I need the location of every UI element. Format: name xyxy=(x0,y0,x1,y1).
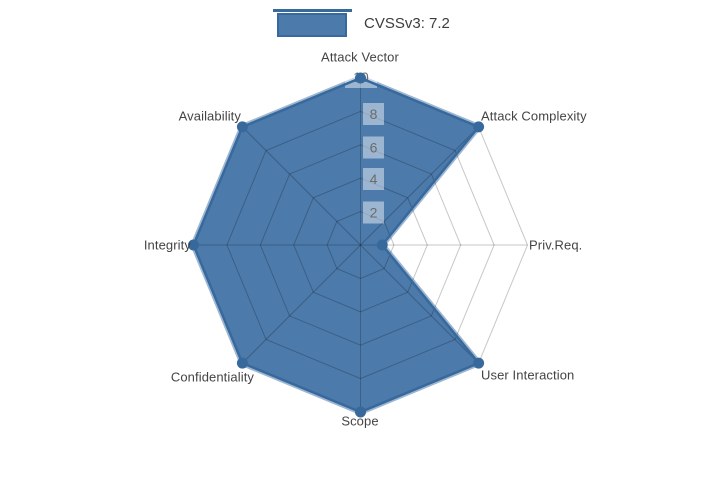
axis-label-integrity: Integrity xyxy=(143,237,191,253)
radar-vertex-marker xyxy=(355,406,366,418)
grid-spoke xyxy=(360,244,479,364)
radial-tick-8: 8 xyxy=(363,103,384,125)
radar-vertex-marker xyxy=(473,121,485,133)
grid-ring xyxy=(326,211,395,279)
radar-vertex-marker xyxy=(188,239,199,251)
axis-label-confidentiality: Confidentiality xyxy=(170,369,254,385)
radial-tick-label: 4 xyxy=(370,171,378,187)
grid-ring xyxy=(226,110,495,380)
tick-bg xyxy=(363,103,384,125)
axis-label-scope: Scope xyxy=(341,413,379,429)
radial-tick-6: 6 xyxy=(363,136,384,159)
axis-label-attack-vector: Attack Vector xyxy=(321,49,399,65)
legend-swatch[interactable] xyxy=(277,13,347,37)
tick-bg xyxy=(363,168,384,190)
radial-tick-label: 6 xyxy=(370,140,378,156)
tick-bg xyxy=(363,136,384,159)
grid-ring xyxy=(259,144,462,346)
legend-label[interactable]: CVSSv3: 7.2 xyxy=(364,15,450,32)
radial-tick-labels: 2 4 6 8 10 xyxy=(345,66,384,224)
radar-outline-layer xyxy=(188,72,485,418)
radar-vertex-marker xyxy=(473,357,485,369)
polar-grid xyxy=(192,77,529,413)
grid-ring xyxy=(293,177,428,313)
radar-vertex-marker xyxy=(355,72,366,84)
radar-vertex-marker xyxy=(236,357,248,369)
tick-bg xyxy=(363,201,384,224)
legend-line-sample xyxy=(273,9,352,12)
axis-label-attack-complexity: Attack Complexity xyxy=(481,108,587,124)
grid-spoke xyxy=(242,126,361,246)
radial-tick-2: 2 xyxy=(363,201,384,224)
axis-label-user-interaction: User Interaction xyxy=(481,367,575,383)
radial-tick-label: 2 xyxy=(370,205,378,221)
axis-label-availability: Availability xyxy=(178,108,241,124)
radial-tick-label: 8 xyxy=(370,106,378,122)
radar-vertex-marker xyxy=(236,121,248,133)
axis-label-priv-req: Priv.Req. xyxy=(529,237,583,253)
radar-vertex-marker xyxy=(376,239,388,251)
radial-tick-4: 4 xyxy=(363,168,384,190)
grid-spoke xyxy=(360,126,479,246)
grid-spoke xyxy=(242,244,361,364)
